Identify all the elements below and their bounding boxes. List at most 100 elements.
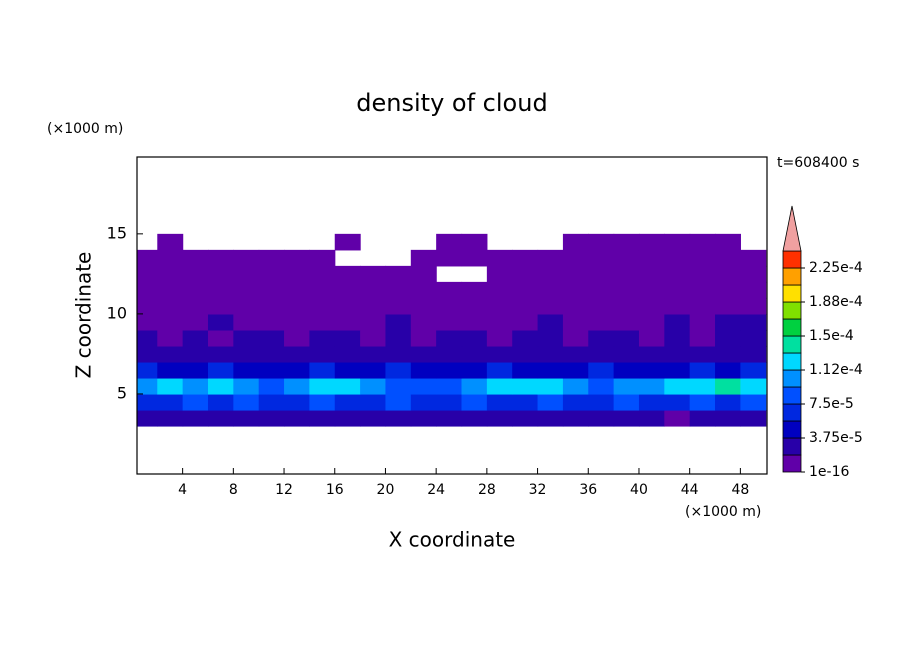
contour-cell <box>537 345 564 363</box>
contour-cell <box>512 281 539 299</box>
contour-cell <box>664 393 691 411</box>
contour-cell <box>309 281 336 299</box>
contour-cell <box>562 233 589 251</box>
contour-cell <box>613 329 640 347</box>
contour-cell <box>233 345 260 363</box>
contour-cell <box>385 361 412 379</box>
contour-cell <box>638 297 665 315</box>
contour-cell <box>664 297 691 315</box>
contour-cell <box>410 297 437 315</box>
contour-cell <box>562 361 589 379</box>
contour-cell <box>715 345 741 363</box>
contour-cell <box>233 249 260 267</box>
colorbar-box <box>782 352 802 371</box>
contour-cell <box>588 393 615 411</box>
contour-cell <box>284 297 310 315</box>
contour-cell <box>207 409 234 427</box>
contour-cell <box>157 265 184 283</box>
contour-cell <box>512 377 539 395</box>
contour-cell <box>360 361 387 379</box>
contour-cell <box>360 345 387 363</box>
contour-cell <box>537 313 564 331</box>
contour-cell <box>385 345 412 363</box>
x-tick-label: 40 <box>630 482 648 498</box>
y-axis-label: Z coordinate <box>72 252 96 379</box>
contour-cell <box>486 377 513 395</box>
contour-cell <box>436 377 463 395</box>
contour-cell <box>562 297 589 315</box>
colorbar-label: 2.25e-4 <box>809 260 863 276</box>
colorbar-label: 3.75e-5 <box>809 430 863 446</box>
contour-cell <box>157 281 184 299</box>
contour-cell <box>334 361 361 379</box>
contour-cell <box>638 329 665 347</box>
contour-cell <box>309 377 336 395</box>
contour-cell <box>613 233 640 251</box>
contour-cell <box>258 313 285 331</box>
contour-cell <box>157 377 184 395</box>
contour-cell <box>182 329 209 347</box>
contour-cell <box>233 393 260 411</box>
contour-cell <box>258 297 285 315</box>
contour-cell <box>562 393 589 411</box>
contour-cell <box>512 361 539 379</box>
contour-cell <box>207 377 234 395</box>
contour-cell <box>461 233 488 251</box>
contour-cell <box>689 345 716 363</box>
contour-cell <box>410 265 437 283</box>
contour-cell <box>137 393 158 411</box>
contour-cell <box>537 329 564 347</box>
contour-cell <box>740 409 767 427</box>
contour-cell <box>360 297 387 315</box>
time-label: t=608400 s <box>777 155 859 171</box>
contour-cell <box>638 249 665 267</box>
contour-cell <box>638 361 665 379</box>
x-axis-label: X coordinate <box>389 528 516 552</box>
contour-cell <box>461 393 488 411</box>
contour-cell <box>638 265 665 283</box>
contour-cell <box>638 377 665 395</box>
contour-cell <box>740 297 767 315</box>
colorbar-box <box>782 267 802 286</box>
contour-cell <box>613 281 640 299</box>
contour-cell <box>137 265 158 283</box>
contour-cell <box>436 313 463 331</box>
contour-cell <box>258 329 285 347</box>
contour-cell <box>588 233 615 251</box>
contour-cell <box>664 361 691 379</box>
contour-cell <box>689 233 716 251</box>
contour-cell <box>740 281 767 299</box>
contour-cell <box>715 313 741 331</box>
contour-cell <box>715 393 741 411</box>
contour-cell <box>258 361 285 379</box>
contour-cell <box>537 377 564 395</box>
contour-cell <box>360 265 387 283</box>
contour-cell <box>334 281 361 299</box>
contour-cell <box>137 297 158 315</box>
contour-cell <box>385 281 412 299</box>
contour-cell <box>137 377 158 395</box>
contour-cell <box>512 249 539 267</box>
contour-cell <box>537 409 564 427</box>
contour-cell <box>334 393 361 411</box>
contour-cell <box>740 249 767 267</box>
contour-cell <box>638 345 665 363</box>
contour-cell <box>461 281 488 299</box>
contour-cell <box>537 297 564 315</box>
contour-cell <box>715 281 741 299</box>
x-unit: (×1000 m) <box>685 504 761 520</box>
contour-cell <box>512 329 539 347</box>
contour-cell <box>537 281 564 299</box>
colorbar-box <box>782 284 802 303</box>
x-tick-label: 32 <box>529 482 547 498</box>
contour-cell <box>207 345 234 363</box>
contour-cell <box>461 313 488 331</box>
contour-cell <box>334 313 361 331</box>
contour-cell <box>137 249 158 267</box>
contour-cell <box>512 313 539 331</box>
contour-cell <box>715 361 741 379</box>
contour-cell <box>436 249 463 267</box>
contour-cell <box>562 265 589 283</box>
contour-cell <box>512 345 539 363</box>
contour-cell <box>334 233 361 251</box>
